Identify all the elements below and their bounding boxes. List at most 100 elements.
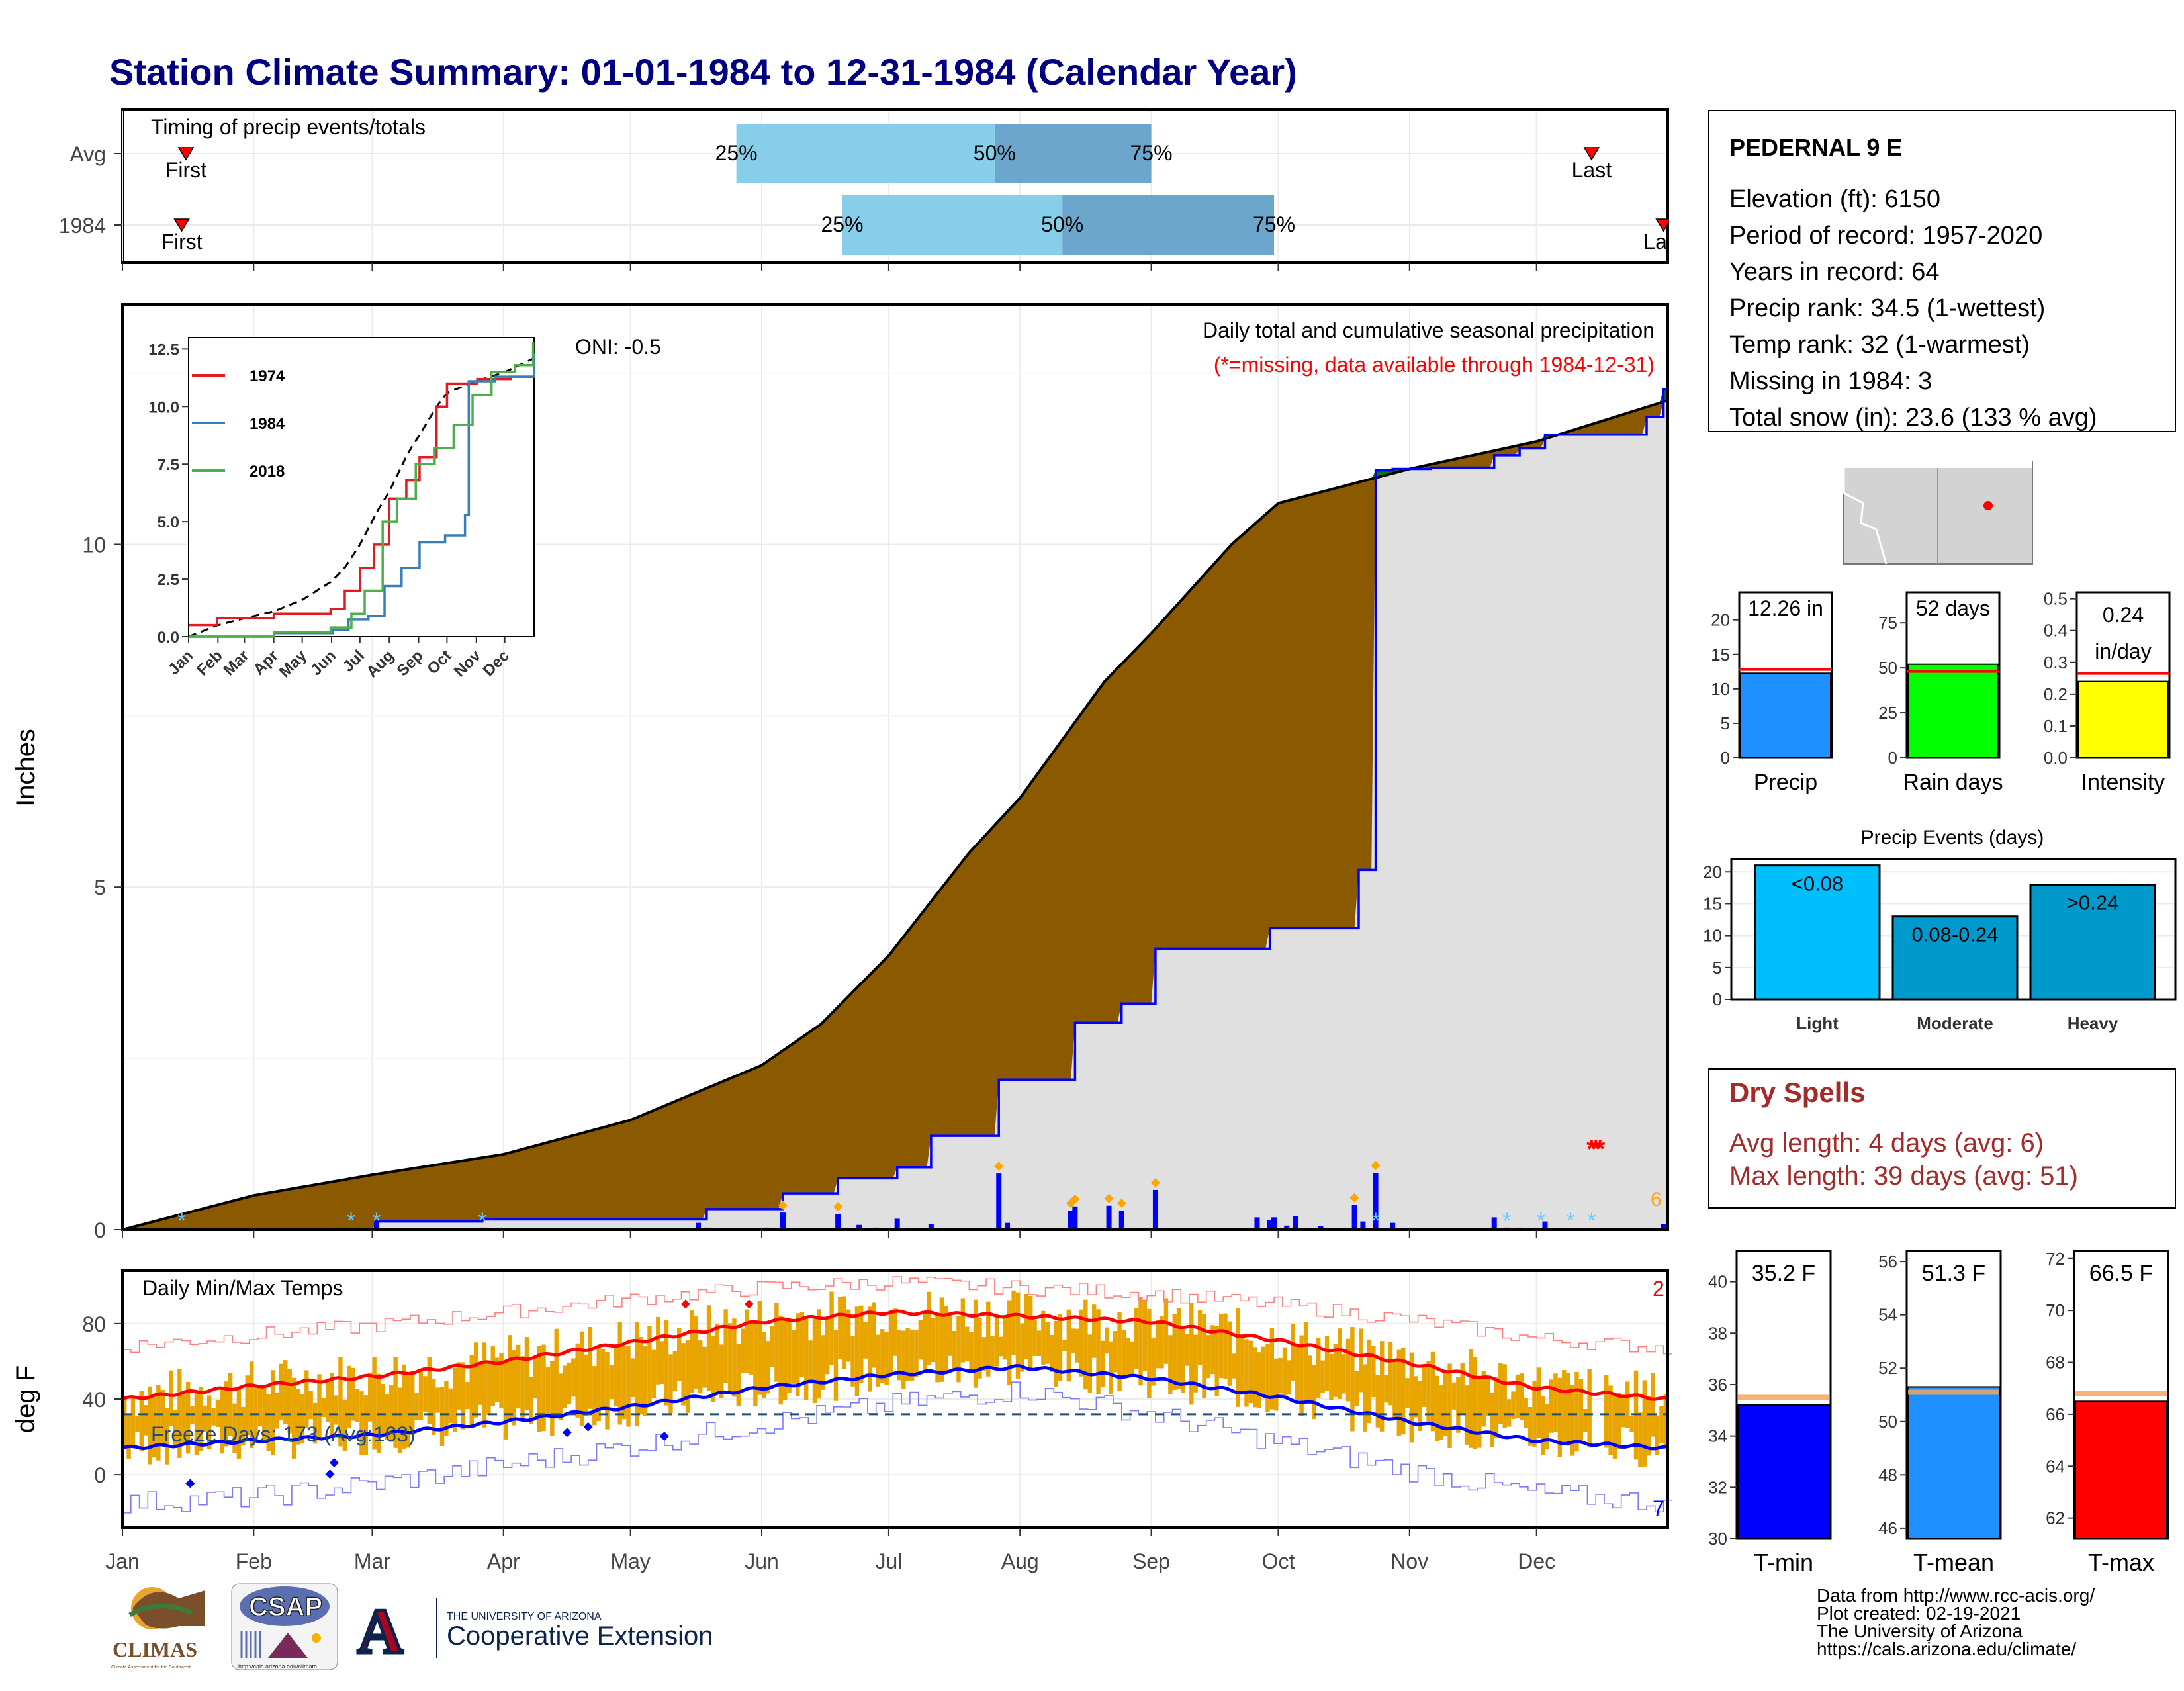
footer-line: Plot created: 02-19-2021 xyxy=(1817,1603,2021,1623)
daily-temp-bar xyxy=(727,1323,733,1392)
daily-temp-bar xyxy=(1079,1309,1084,1377)
month-axis-label: Sep xyxy=(1132,1549,1170,1573)
daily-precip-bar xyxy=(780,1212,786,1230)
daily-precip-bar xyxy=(1254,1217,1260,1230)
heavy-event-marker xyxy=(778,1201,788,1211)
daily-temp-bar xyxy=(1087,1334,1092,1393)
daily-temp-bar xyxy=(808,1340,813,1384)
daily-temp-bar xyxy=(803,1316,809,1400)
daily-temp-bar xyxy=(1278,1357,1283,1394)
daily-temp-bar xyxy=(1121,1330,1126,1377)
timing-panel-label: Timing of precip events/totals xyxy=(151,115,426,139)
daily-temp-bar xyxy=(1105,1327,1109,1354)
daily-temp-bar xyxy=(876,1334,881,1387)
station-info-line: Elevation (ft): 6150 xyxy=(1729,185,1940,213)
oni-label: ONI: -0.5 xyxy=(575,335,661,359)
tempbar-tick-label: 48 xyxy=(1878,1465,1897,1485)
missing-data-marker: * xyxy=(1595,1134,1606,1164)
daily-temp-bar xyxy=(596,1346,601,1422)
daily-temp-bar xyxy=(270,1370,275,1455)
dry-spells-title: Dry Spells xyxy=(1729,1077,1865,1108)
minibar-tick-label: 0 xyxy=(1721,748,1730,768)
snow-marker: * xyxy=(1502,1209,1511,1234)
daily-precip-bar xyxy=(1390,1222,1396,1230)
iqr-lower-bar xyxy=(842,195,1063,255)
daily-temp-bar xyxy=(1485,1379,1490,1416)
daily-temp-bar xyxy=(909,1329,915,1381)
daily-precip-bar xyxy=(1318,1226,1324,1230)
daily-temp-bar xyxy=(1359,1328,1363,1393)
daily-temp-bar xyxy=(1553,1373,1558,1432)
daily-temp-bar xyxy=(897,1330,902,1381)
station-info-line: Years in record: 64 xyxy=(1729,258,1940,286)
daily-temp-bar xyxy=(1197,1310,1203,1365)
inset-tick-label: 0.0 xyxy=(158,629,179,647)
temp-axis-title: deg F xyxy=(11,1365,40,1433)
daily-temp-bar xyxy=(1214,1326,1219,1396)
daily-temp-bar xyxy=(1621,1394,1626,1428)
daily-precip-bar xyxy=(696,1222,702,1230)
daily-temp-bar xyxy=(600,1349,606,1410)
daily-temp-bar xyxy=(1647,1396,1651,1456)
daily-temp-bar xyxy=(846,1309,851,1362)
daily-temp-bar xyxy=(575,1343,580,1418)
cumulative-area xyxy=(122,400,1668,1230)
daily-temp-bar xyxy=(1248,1340,1253,1404)
daily-temp-bar xyxy=(1223,1313,1228,1379)
events-tick-label: 5 xyxy=(1713,958,1722,978)
daily-temp-bar xyxy=(355,1389,360,1422)
daily-temp-bar xyxy=(893,1308,897,1356)
average-min-line xyxy=(122,1364,1668,1451)
daily-temp-bar xyxy=(1414,1376,1418,1418)
daily-temp-bar xyxy=(1541,1396,1545,1455)
daily-precip-bar xyxy=(1118,1211,1124,1230)
daily-temp-bar xyxy=(1028,1296,1033,1371)
daily-temp-bar xyxy=(884,1332,889,1385)
daily-temp-bar xyxy=(381,1383,385,1435)
event-value-label: >0.24 xyxy=(2067,891,2118,915)
daily-temp-bar xyxy=(1147,1308,1152,1398)
daily-temp-bar xyxy=(444,1381,449,1436)
event-bar xyxy=(2029,884,2156,1001)
daily-temp-bar xyxy=(981,1337,987,1371)
daily-temp-bar xyxy=(1638,1412,1643,1467)
daily-temp-bar xyxy=(965,1326,970,1361)
dry-spells-max: Max length: 39 days (avg: 51) xyxy=(1729,1162,2078,1191)
daily-temp-bar xyxy=(262,1385,267,1443)
month-axis-label: Feb xyxy=(236,1549,272,1573)
daily-temp-bar xyxy=(1566,1373,1570,1446)
daily-temp-bar xyxy=(169,1370,173,1426)
daily-temp-bar xyxy=(1426,1361,1431,1424)
daily-temp-bar xyxy=(614,1344,618,1407)
daily-temp-bar xyxy=(888,1310,893,1373)
daily-temp-bar xyxy=(452,1367,457,1432)
daily-temp-bar xyxy=(660,1341,664,1384)
daily-temp-bar xyxy=(1587,1369,1592,1448)
inset-series-1984 xyxy=(189,353,535,638)
daily-temp-bar xyxy=(635,1322,639,1426)
daily-temp-bar xyxy=(1388,1342,1393,1406)
ua-small-text: THE UNIVERSITY OF ARIZONA xyxy=(447,1611,602,1622)
daily-temp-bar xyxy=(1236,1307,1240,1407)
station-info-line: Temp rank: 32 (1-warmest) xyxy=(1729,331,2030,359)
daily-temp-bar xyxy=(1422,1366,1427,1407)
minibar-tick-label: 50 xyxy=(1878,658,1897,678)
daily-temp-bar xyxy=(368,1372,373,1422)
daily-temp-bar xyxy=(1066,1309,1071,1382)
snow-marker: * xyxy=(1566,1209,1574,1234)
daily-temp-bar xyxy=(931,1318,936,1363)
month-axis-label: Jul xyxy=(875,1549,902,1573)
snow-marker: * xyxy=(478,1209,486,1234)
daily-temp-bar xyxy=(211,1408,216,1426)
record-low-marker xyxy=(583,1422,593,1432)
daily-temp-bar xyxy=(1172,1314,1177,1391)
heavy-event-marker xyxy=(1070,1194,1080,1204)
daily-temp-bar xyxy=(1574,1371,1579,1452)
daily-temp-bar xyxy=(1227,1321,1232,1386)
daily-temp-bar xyxy=(617,1322,622,1425)
locator-map-edge xyxy=(1844,461,2032,468)
daily-temp-bar xyxy=(558,1373,563,1420)
inset-series-2018 xyxy=(189,342,535,638)
minibar-tick-label: 10 xyxy=(1711,679,1730,699)
daily-temp-bar xyxy=(1210,1325,1215,1375)
